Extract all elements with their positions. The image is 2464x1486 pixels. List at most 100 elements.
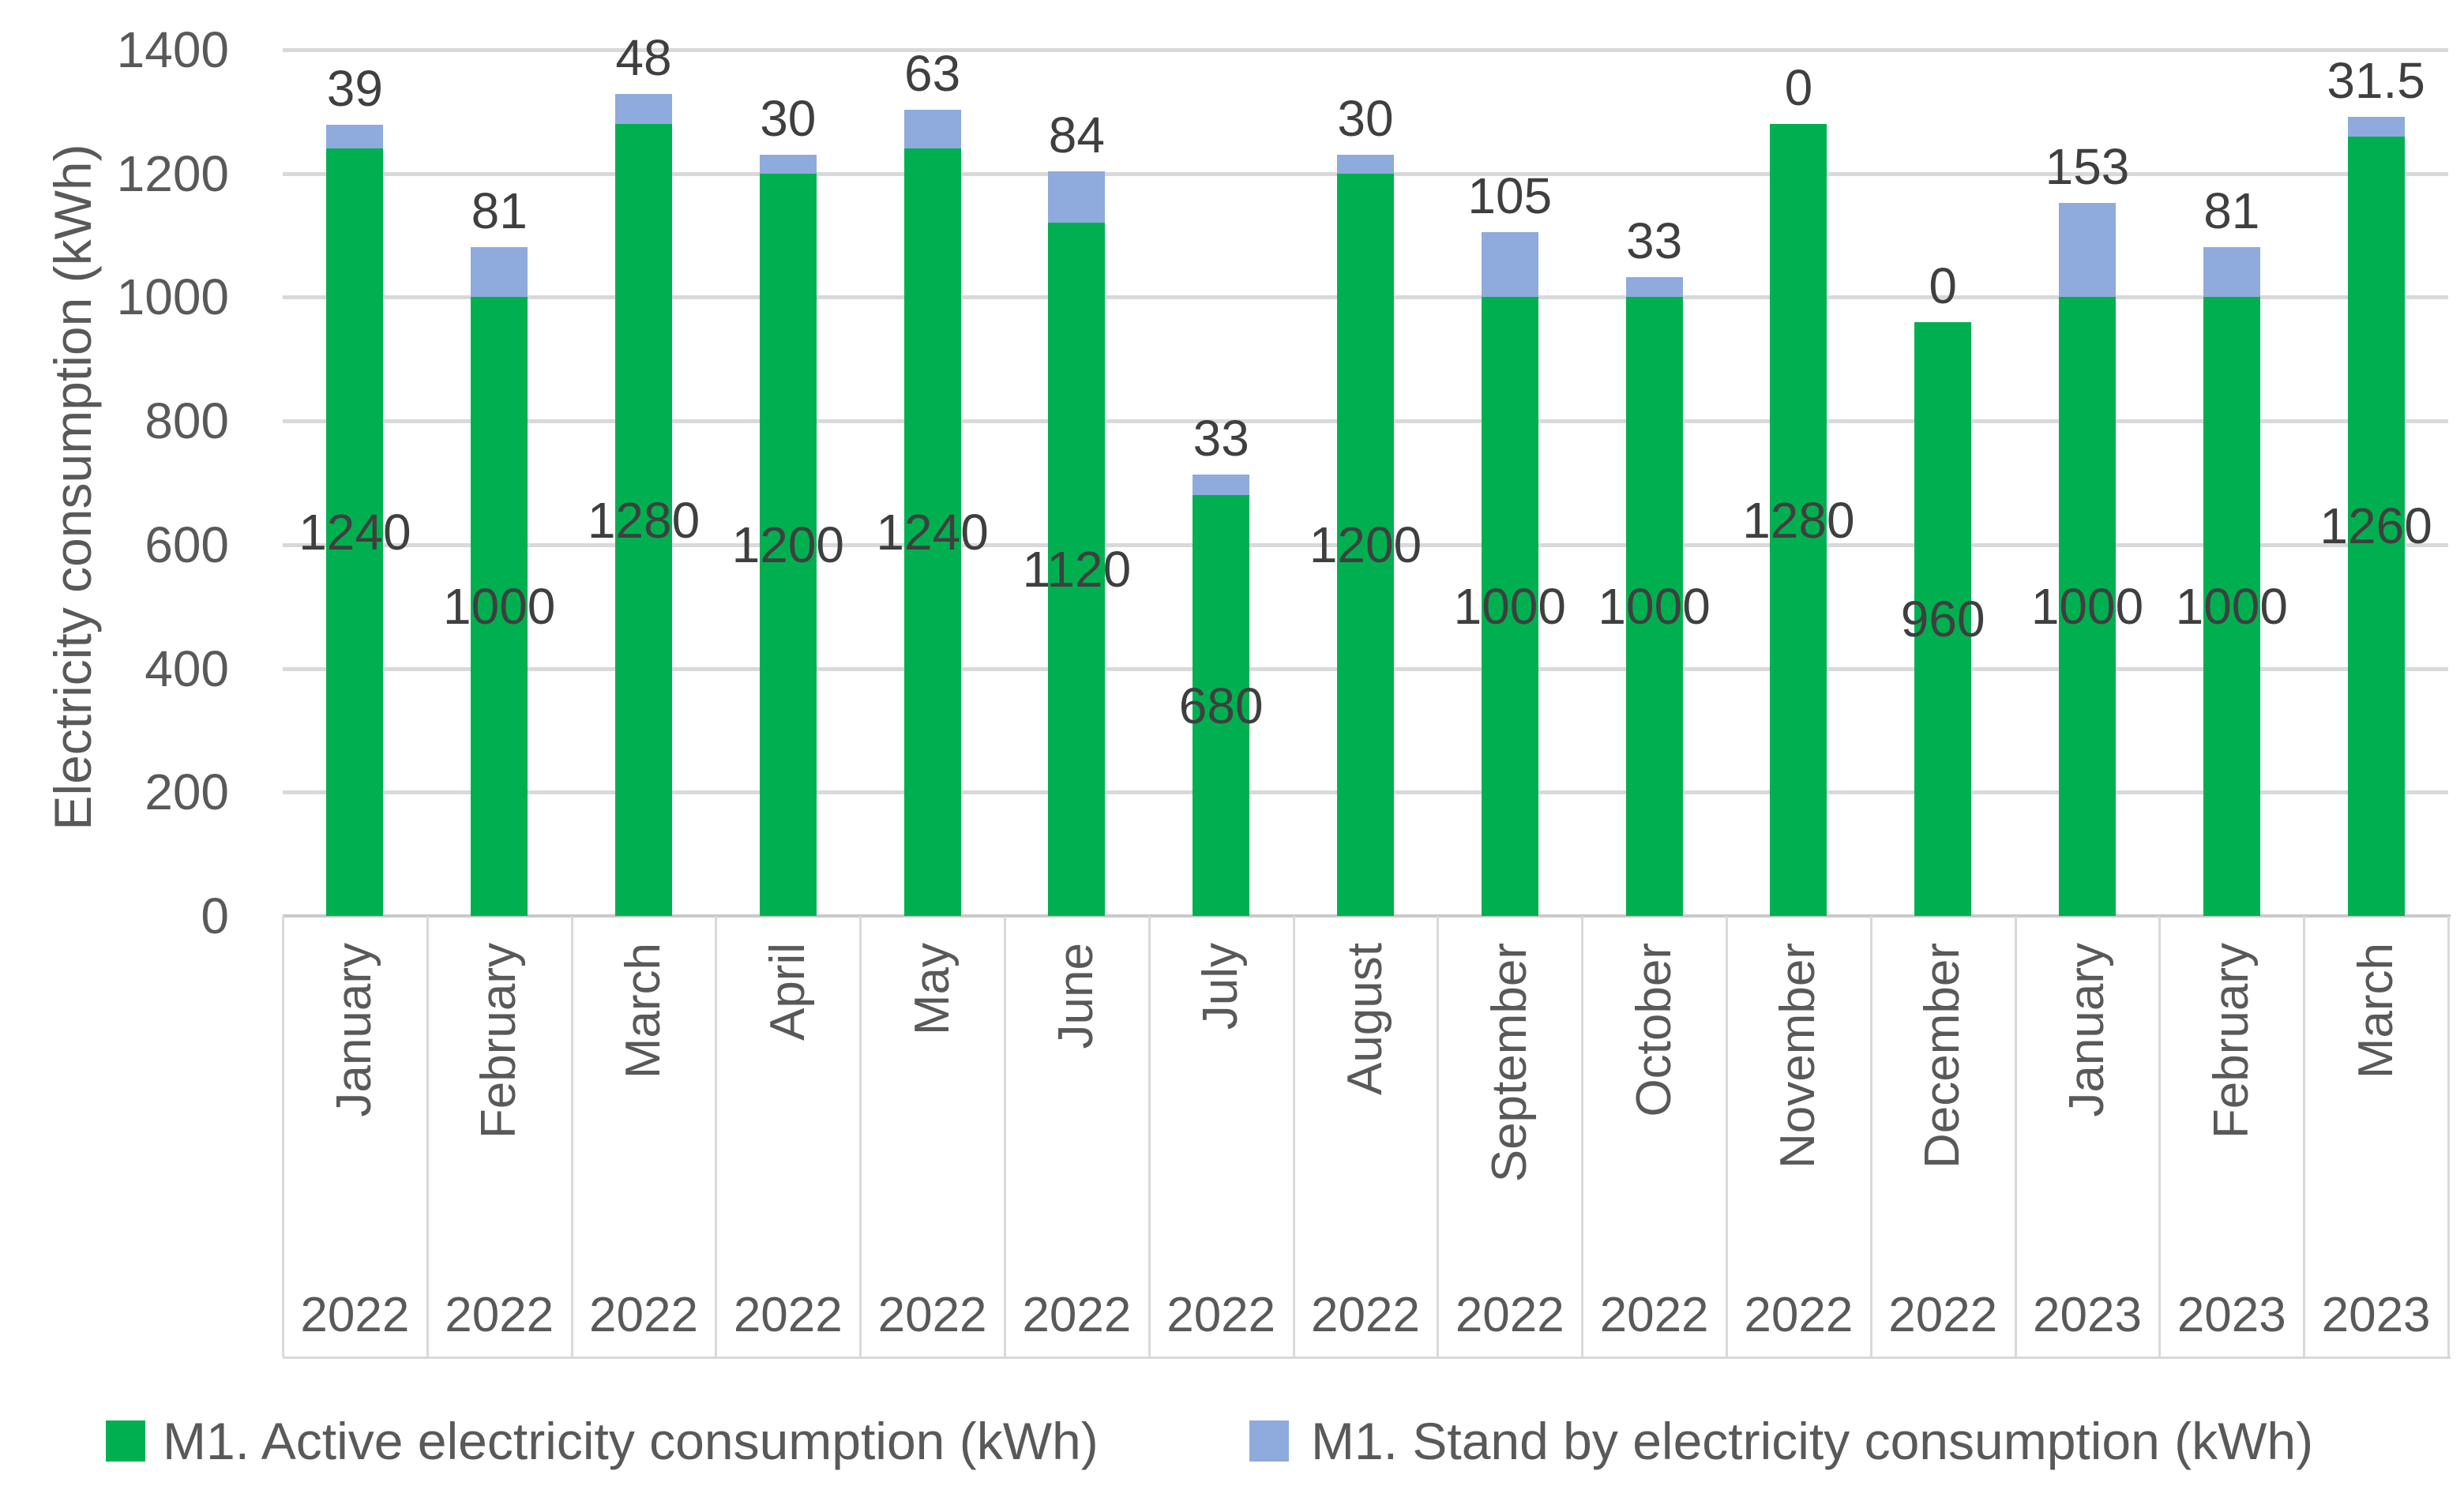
year-label-14: 2023 bbox=[2321, 1288, 2431, 1342]
standby-value-label-February-2023: 81 bbox=[2203, 182, 2260, 239]
standby-value-label-June-2022: 84 bbox=[1048, 106, 1105, 163]
month-label-January-0: January bbox=[327, 943, 382, 1117]
y-tick-label-1000: 1000 bbox=[116, 268, 229, 326]
active-value-label-November-2022: 1280 bbox=[1742, 491, 1855, 549]
month-label-May-4: May bbox=[904, 943, 960, 1036]
bar-segment-active-October-2022 bbox=[1625, 297, 1683, 916]
active-value-label-January-2022: 1240 bbox=[299, 504, 411, 561]
bar-segment-active-March-2022 bbox=[615, 124, 672, 916]
category-separator-7 bbox=[1292, 916, 1295, 1357]
bar-segment-active-June-2022 bbox=[1048, 223, 1106, 916]
category-separator-12 bbox=[2014, 916, 2017, 1357]
y-tick-label-1400: 1400 bbox=[116, 21, 229, 78]
x-axis-line bbox=[283, 914, 2451, 917]
category-separator-8 bbox=[1437, 916, 1440, 1357]
bar-segment-standby-June-2022 bbox=[1048, 171, 1106, 223]
standby-value-label-March-2023: 31.5 bbox=[2327, 52, 2425, 110]
y-tick-label-800: 800 bbox=[145, 392, 229, 450]
bar-segment-standby-May-2022 bbox=[903, 110, 961, 149]
y-tick-label-0: 0 bbox=[201, 887, 229, 944]
category-separator-11 bbox=[1869, 916, 1872, 1357]
category-separator-13 bbox=[2158, 916, 2162, 1357]
bar-segment-standby-February-2023 bbox=[2203, 246, 2260, 298]
bar-segment-standby-January-2022 bbox=[326, 124, 384, 149]
gridline-1400 bbox=[283, 48, 2448, 52]
bar-segment-standby-March-2022 bbox=[615, 94, 672, 125]
active-value-label-August-2022: 1200 bbox=[1309, 516, 1422, 573]
category-separator-1 bbox=[426, 916, 429, 1357]
bar-segment-active-January-2023 bbox=[2059, 297, 2116, 916]
standby-value-label-September-2022: 105 bbox=[1467, 167, 1553, 225]
month-label-March-14: March bbox=[2348, 943, 2403, 1079]
category-separator-5 bbox=[1004, 916, 1006, 1357]
active-value-label-January-2023: 1000 bbox=[2030, 578, 2144, 636]
active-value-label-April-2022: 1200 bbox=[731, 516, 844, 573]
year-label-6: 2022 bbox=[1166, 1288, 1276, 1342]
month-label-September-8: September bbox=[1482, 943, 1537, 1183]
active-value-label-October-2022: 1000 bbox=[1598, 578, 1711, 636]
standby-value-label-February-2022: 81 bbox=[471, 182, 528, 239]
active-value-label-March-2022: 1280 bbox=[587, 491, 701, 549]
bar-segment-active-January-2022 bbox=[326, 148, 384, 916]
active-value-label-July-2022: 680 bbox=[1178, 677, 1264, 734]
bar-segment-active-March-2023 bbox=[2347, 136, 2405, 916]
legend-label-active: M1. Active electricity consumption (kWh) bbox=[163, 1412, 1099, 1470]
active-value-label-February-2023: 1000 bbox=[2175, 578, 2288, 636]
legend-label-standby: M1. Stand by electricity consumption (kW… bbox=[1311, 1412, 2314, 1470]
month-label-January-12: January bbox=[2060, 943, 2114, 1117]
year-label-8: 2022 bbox=[1455, 1288, 1564, 1342]
legend-swatch-standby bbox=[1249, 1420, 1289, 1462]
legend-swatch-active bbox=[106, 1420, 145, 1462]
month-label-March-2: March bbox=[616, 943, 670, 1079]
month-label-July-6: July bbox=[1193, 943, 1249, 1030]
y-tick-label-600: 600 bbox=[145, 516, 229, 573]
category-separator-9 bbox=[1581, 916, 1584, 1357]
bar-segment-active-February-2022 bbox=[471, 297, 528, 916]
year-label-5: 2022 bbox=[1022, 1288, 1132, 1342]
standby-value-label-May-2022: 63 bbox=[904, 45, 961, 102]
active-value-label-May-2022: 1240 bbox=[876, 504, 989, 561]
year-label-9: 2022 bbox=[1599, 1288, 1709, 1342]
y-tick-label-1200: 1200 bbox=[116, 144, 229, 202]
bar-segment-standby-February-2022 bbox=[471, 246, 528, 298]
bar-segment-active-November-2022 bbox=[1770, 124, 1827, 916]
standby-value-label-April-2022: 30 bbox=[760, 90, 817, 148]
month-label-August-7: August bbox=[1338, 943, 1392, 1096]
month-label-October-9: October bbox=[1626, 943, 1681, 1117]
standby-value-label-January-2023: 153 bbox=[2045, 137, 2130, 195]
bar-segment-active-May-2022 bbox=[903, 148, 961, 916]
bar-segment-standby-April-2022 bbox=[759, 155, 817, 174]
active-value-label-June-2022: 1120 bbox=[1022, 541, 1132, 599]
standby-value-label-January-2022: 39 bbox=[326, 59, 383, 117]
standby-value-label-November-2022: 0 bbox=[1784, 59, 1813, 117]
year-label-2: 2022 bbox=[589, 1288, 698, 1342]
year-label-7: 2022 bbox=[1311, 1288, 1420, 1342]
month-label-February-13: February bbox=[2203, 943, 2259, 1139]
bar-segment-standby-August-2022 bbox=[1337, 155, 1394, 174]
year-label-3: 2022 bbox=[733, 1288, 843, 1342]
standby-value-label-July-2022: 33 bbox=[1193, 410, 1249, 467]
month-label-December-11: December bbox=[1915, 943, 1970, 1169]
year-label-4: 2022 bbox=[877, 1288, 987, 1342]
standby-value-label-August-2022: 30 bbox=[1337, 90, 1394, 148]
category-separator-14 bbox=[2303, 916, 2306, 1357]
category-separator-6 bbox=[1147, 916, 1151, 1357]
standby-value-label-March-2022: 48 bbox=[615, 29, 672, 87]
y-tick-label-400: 400 bbox=[145, 640, 229, 697]
bar-segment-active-February-2023 bbox=[2203, 297, 2260, 916]
bar-segment-active-August-2022 bbox=[1337, 173, 1394, 916]
year-label-10: 2022 bbox=[1744, 1288, 1854, 1342]
year-label-11: 2022 bbox=[1888, 1288, 1998, 1342]
month-label-February-1: February bbox=[471, 943, 527, 1139]
category-separator-0 bbox=[282, 916, 284, 1357]
category-separator-10 bbox=[1726, 916, 1728, 1357]
bar-segment-standby-September-2022 bbox=[1481, 232, 1538, 298]
year-label-12: 2023 bbox=[2033, 1288, 2142, 1342]
month-label-June-5: June bbox=[1049, 943, 1104, 1049]
active-value-label-February-2022: 1000 bbox=[443, 578, 556, 636]
category-table-bottom-border bbox=[283, 1357, 2451, 1359]
bar-segment-active-December-2022 bbox=[1914, 321, 1972, 916]
active-value-label-September-2022: 1000 bbox=[1453, 578, 1566, 636]
standby-value-label-October-2022: 33 bbox=[1626, 212, 1683, 269]
